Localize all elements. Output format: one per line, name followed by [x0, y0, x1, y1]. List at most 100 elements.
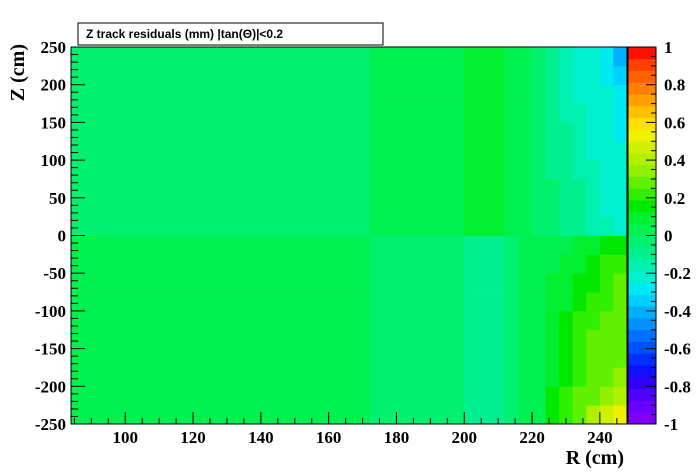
- heatmap-cell: [559, 329, 574, 349]
- y-axis-title: Z (cm): [7, 44, 29, 101]
- heatmap-cell: [559, 254, 574, 274]
- heatmap-cell: [165, 122, 180, 142]
- heatmap-cell: [138, 386, 153, 406]
- heatmap-cell: [504, 329, 519, 349]
- heatmap-cell: [315, 103, 330, 123]
- heatmap-cell: [382, 386, 397, 406]
- heatmap-cells: [71, 47, 628, 425]
- heatmap-cell: [369, 348, 384, 368]
- heatmap-cell: [152, 348, 167, 368]
- color-scale-tick-label: 0.4: [664, 151, 686, 170]
- heatmap-cell: [98, 310, 113, 331]
- heatmap-cell: [193, 197, 208, 218]
- heatmap-cell: [84, 292, 99, 312]
- heatmap-cell: [233, 216, 248, 236]
- heatmap-cell: [477, 310, 492, 331]
- heatmap-cell: [71, 103, 85, 123]
- heatmap-cell: [437, 292, 452, 312]
- heatmap-cell: [233, 348, 248, 368]
- heatmap-cell: [233, 367, 248, 387]
- color-scale-swatch: [628, 247, 656, 260]
- heatmap-cell: [71, 273, 85, 293]
- heatmap-cell: [504, 65, 519, 86]
- heatmap-cell: [125, 310, 140, 331]
- heatmap-cell: [287, 367, 302, 387]
- heatmap-cell: [84, 216, 99, 236]
- heatmap-cell: [355, 329, 370, 349]
- heatmap-cell: [179, 216, 194, 236]
- heatmap-cell: [274, 197, 289, 218]
- heatmap-cell: [396, 216, 411, 236]
- heatmap-cell: [477, 292, 492, 312]
- heatmap-cell: [342, 292, 357, 312]
- heatmap-cell: [437, 405, 452, 425]
- heatmap-cell: [206, 84, 221, 104]
- heatmap-cell: [586, 329, 601, 349]
- heatmap-cell: [613, 141, 628, 161]
- heatmap-cell: [355, 122, 370, 142]
- heatmap-cell: [260, 122, 275, 142]
- heatmap-cell: [410, 329, 424, 349]
- heatmap-cell: [233, 122, 248, 142]
- heatmap-cell: [450, 141, 465, 161]
- heatmap-cell: [477, 141, 492, 161]
- heatmap-cell: [125, 292, 140, 312]
- heatmap-cell: [518, 47, 533, 67]
- heatmap-cell: [450, 178, 465, 199]
- heatmap-cell: [287, 178, 302, 199]
- heatmap-cell: [287, 65, 302, 86]
- heatmap-cell: [491, 273, 506, 293]
- heatmap-cell: [504, 254, 519, 274]
- heatmap-cell: [206, 122, 221, 142]
- heatmap-cell: [98, 141, 113, 161]
- heatmap-cell: [301, 47, 316, 67]
- heatmap-cell: [545, 84, 560, 104]
- heatmap-cell: [84, 235, 99, 255]
- heatmap-cell: [179, 65, 194, 86]
- color-scale-tick-label: -1: [664, 415, 678, 434]
- heatmap-cell: [545, 367, 560, 387]
- heatmap-cell: [274, 405, 289, 425]
- heatmap-cell: [328, 405, 343, 425]
- heatmap-cell: [477, 84, 492, 104]
- heatmap-cell: [369, 292, 384, 312]
- heatmap-cell: [437, 160, 452, 180]
- heatmap-cell: [477, 160, 492, 180]
- heatmap-cell: [71, 84, 85, 104]
- heatmap-cell: [491, 329, 506, 349]
- heatmap-cell: [532, 235, 547, 255]
- heatmap-cell: [247, 273, 262, 293]
- heatmap-cell: [423, 178, 438, 199]
- heatmap-cell: [369, 386, 384, 406]
- heatmap-cell: [355, 141, 370, 161]
- heatmap-cell: [450, 254, 465, 274]
- heatmap-cell: [532, 367, 547, 387]
- heatmap-cell: [84, 141, 99, 161]
- heatmap-cell: [152, 197, 167, 218]
- heatmap-cell: [382, 405, 397, 425]
- heatmap-cell: [165, 292, 180, 312]
- heatmap-cell: [559, 47, 574, 67]
- heatmap-cell: [193, 254, 208, 274]
- heatmap-cell: [152, 65, 167, 86]
- heatmap-cell: [125, 216, 140, 236]
- heatmap-cell: [328, 348, 343, 368]
- heatmap-cell: [206, 348, 221, 368]
- heatmap-cell: [165, 216, 180, 236]
- heatmap-cell: [559, 197, 574, 218]
- heatmap-cell: [423, 160, 438, 180]
- heatmap-cell: [301, 197, 316, 218]
- heatmap-cell: [247, 405, 262, 425]
- heatmap-cell: [84, 178, 99, 199]
- heatmap-cell: [71, 122, 85, 142]
- heatmap-cell: [410, 273, 424, 293]
- heatmap-cell: [342, 84, 357, 104]
- heatmap-cell: [382, 65, 397, 86]
- heatmap-cell: [477, 329, 492, 349]
- heatmap-cell: [274, 235, 289, 255]
- heatmap-cell: [396, 178, 411, 199]
- heatmap-cell: [450, 310, 465, 331]
- heatmap-cell: [491, 254, 506, 274]
- heatmap-cell: [152, 405, 167, 425]
- heatmap-cell: [450, 197, 465, 218]
